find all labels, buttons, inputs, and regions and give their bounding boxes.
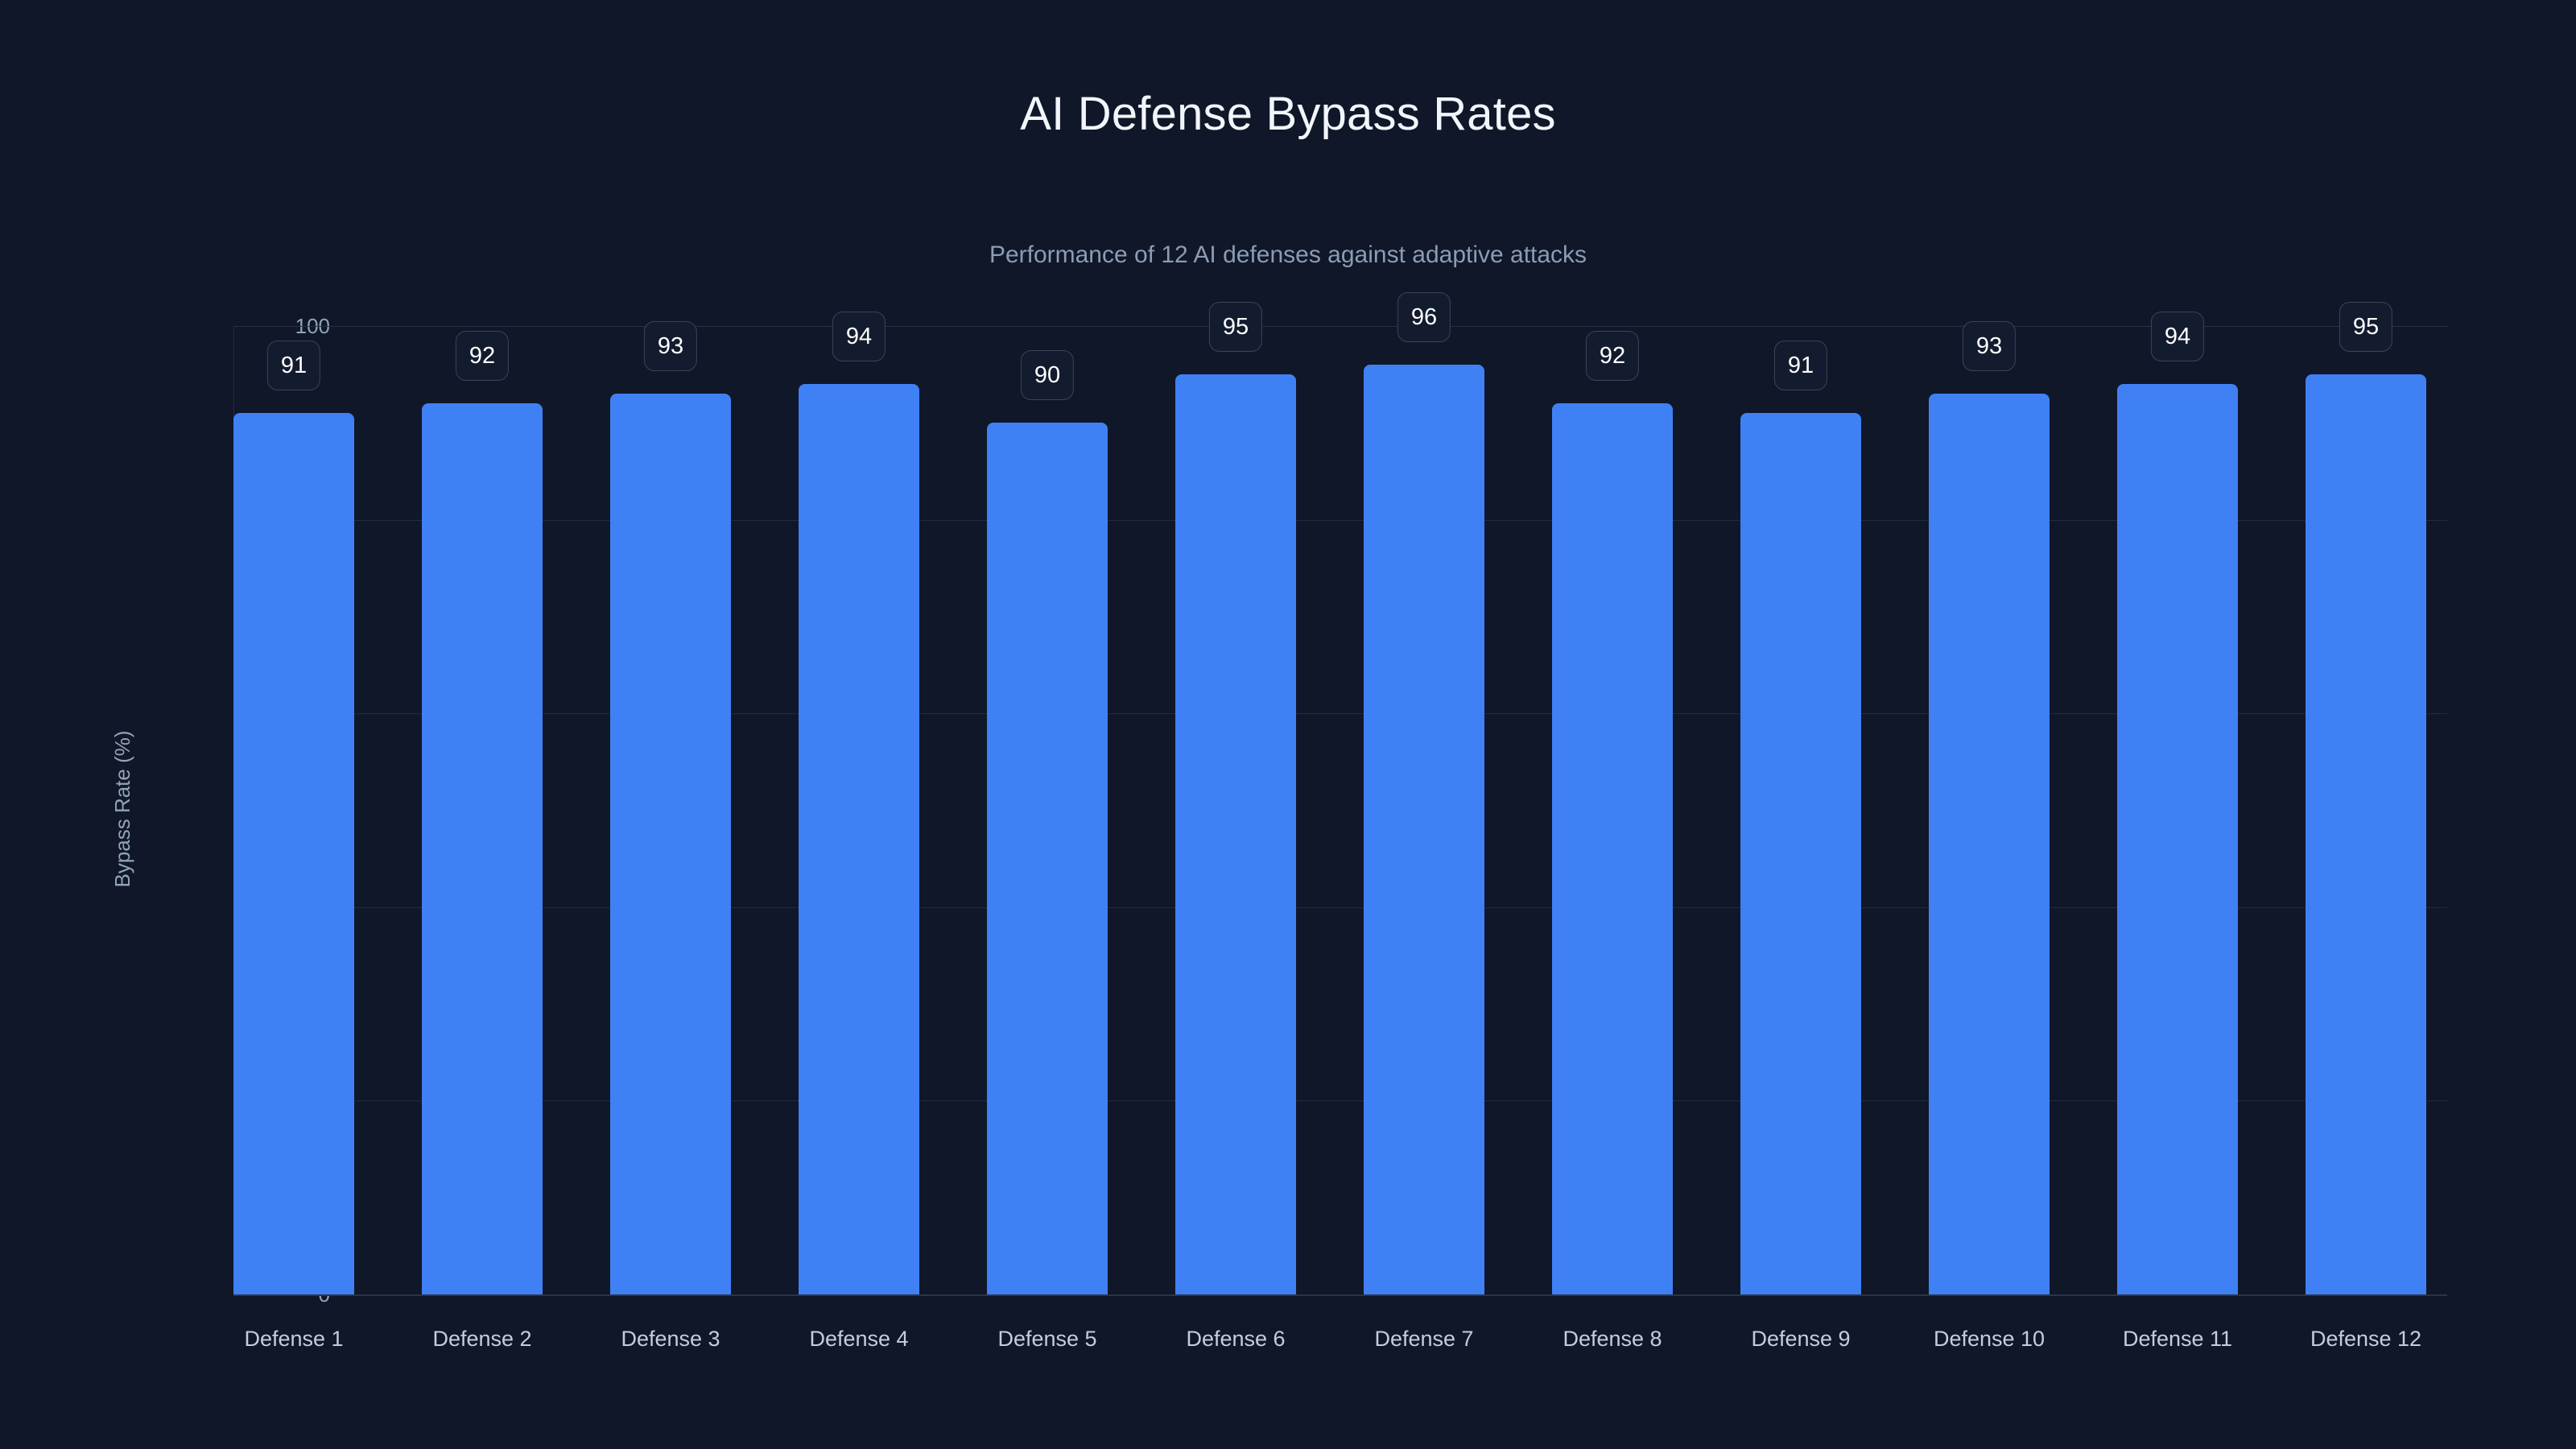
bar[interactable]	[1364, 365, 1484, 1294]
bar[interactable]	[2306, 374, 2426, 1294]
bar-value-badge: 95	[1208, 302, 1263, 352]
bar-value-badge: 96	[1397, 292, 1451, 342]
x-axis-line	[233, 1294, 2447, 1296]
gridline	[233, 326, 2447, 327]
bar[interactable]	[1740, 413, 1861, 1294]
x-axis-tick-label: Defense 2	[432, 1327, 532, 1351]
x-axis-tick-label: Defense 4	[809, 1327, 909, 1351]
gridline	[233, 713, 2447, 714]
bar-value-badge: 93	[643, 321, 698, 371]
plot-area	[233, 326, 2447, 1296]
bar-value-badge: 93	[1962, 321, 2017, 371]
bar[interactable]	[987, 423, 1108, 1294]
x-axis-tick-label: Defense 7	[1374, 1327, 1474, 1351]
x-axis-tick-label: Defense 9	[1751, 1327, 1851, 1351]
x-axis-tick-label: Defense 10	[1933, 1327, 2046, 1351]
gridline	[233, 907, 2447, 908]
chart-subtitle: Performance of 12 AI defenses against ad…	[989, 242, 1587, 268]
bar-value-badge: 94	[2150, 312, 2205, 361]
bar[interactable]	[2117, 384, 2238, 1294]
bar[interactable]	[233, 413, 354, 1294]
x-axis-tick-label: Defense 6	[1186, 1327, 1286, 1351]
bar[interactable]	[799, 384, 919, 1294]
x-axis-tick-label: Defense 3	[621, 1327, 720, 1351]
gridline	[233, 1100, 2447, 1101]
x-axis-tick-label: Defense 11	[2122, 1327, 2233, 1351]
bar-value-badge: 92	[1585, 331, 1640, 381]
bar[interactable]	[1175, 374, 1296, 1294]
bar-value-badge: 95	[2339, 302, 2393, 352]
x-axis-tick-label: Defense 12	[2310, 1327, 2422, 1351]
bar[interactable]	[610, 394, 731, 1294]
bar-value-badge: 91	[266, 341, 321, 390]
bar-value-badge: 91	[1773, 341, 1828, 390]
x-axis-tick-label: Defense 8	[1563, 1327, 1662, 1351]
bar[interactable]	[422, 403, 543, 1294]
y-axis-title: Bypass Rate (%)	[110, 730, 134, 888]
x-axis-tick-label: Defense 5	[997, 1327, 1097, 1351]
x-axis-tick-label: Defense 1	[244, 1327, 344, 1351]
gridline	[233, 520, 2447, 521]
bar-value-badge: 94	[832, 312, 886, 361]
bar-value-badge: 92	[455, 331, 510, 381]
bar[interactable]	[1929, 394, 2050, 1294]
bar-value-badge: 90	[1020, 350, 1075, 400]
chart-title: AI Defense Bypass Rates	[1020, 88, 1556, 140]
bar[interactable]	[1552, 403, 1673, 1294]
